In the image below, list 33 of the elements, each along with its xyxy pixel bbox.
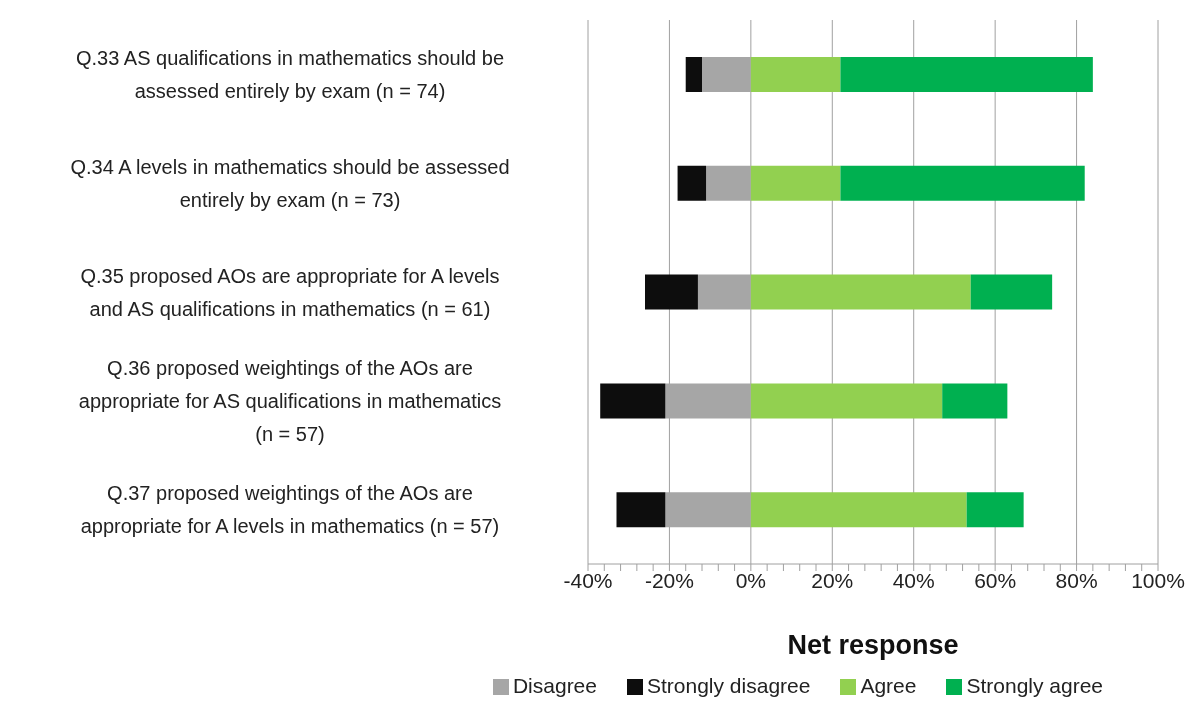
legend-label: Disagree [512, 674, 597, 697]
bar [677, 165, 707, 201]
y-tick-label: Q.36 proposed weightings of the AOs are appropriate for AS qualifications in mathematics (n = 57) [78, 356, 502, 445]
bar [750, 165, 841, 201]
legend-label: Strongly disagree [646, 674, 811, 697]
y-tick-label: Q.33 AS qualifications in mathematics should be assessed entirely by exam (n = 74) [75, 46, 505, 102]
x-tick-label: 20% [811, 568, 854, 592]
bar [600, 383, 666, 419]
y-tick-label: Q.37 proposed weightings of the AOs are appropriate for A levels in mathematics (n = 57) [80, 482, 500, 538]
bar [840, 165, 1085, 201]
bar [942, 383, 1008, 419]
x-tick-label: -40% [563, 568, 613, 592]
bar [685, 56, 702, 92]
x-tick-label: 40% [892, 568, 935, 592]
legend-label: Strongly agree [966, 674, 1104, 697]
x-tick-label: 60% [974, 568, 1017, 592]
bar [970, 274, 1053, 310]
x-axis-title: Net response [787, 630, 959, 660]
bar [750, 383, 943, 419]
bar [645, 274, 698, 310]
bar [966, 492, 1024, 528]
y-tick-label: Q.35 proposed AOs are appropriate for A levels and AS qualifications in mathematics (n = 61) [80, 264, 500, 320]
legend-label: Agree [860, 674, 917, 697]
bar [750, 492, 967, 528]
y-tick-label: Q.34 A levels in mathematics should be assessed entirely by exam (n = 73) [70, 155, 510, 211]
x-tick-label: 80% [1055, 568, 1098, 592]
bar [616, 492, 666, 528]
x-tick-label: 100% [1131, 568, 1185, 592]
bar [840, 56, 1093, 92]
bar [750, 274, 971, 310]
bar [750, 56, 841, 92]
x-tick-label: 0% [735, 568, 767, 592]
x-tick-label: -20% [644, 568, 694, 592]
